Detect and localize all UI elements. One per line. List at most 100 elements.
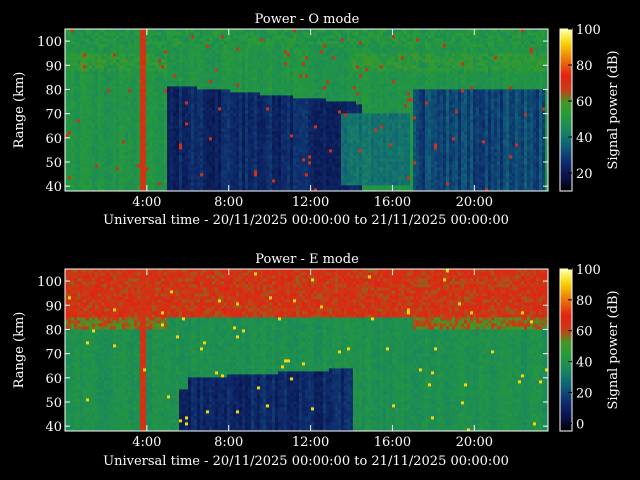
heatmap-cell	[164, 80, 168, 84]
heatmap-cell	[284, 47, 288, 51]
heatmap-cell	[107, 50, 111, 54]
heatmap-cell	[137, 50, 141, 54]
heatmap-cell	[179, 116, 183, 120]
heatmap-cell	[302, 161, 306, 165]
heatmap-cell	[275, 149, 279, 153]
heatmap-cell	[149, 86, 153, 90]
heatmap-cell	[263, 122, 267, 126]
heatmap-cell	[107, 41, 111, 45]
heatmap-cell	[110, 68, 114, 72]
heatmap-cell	[248, 104, 252, 108]
heatmap-cell	[146, 116, 150, 120]
heatmap-cell	[215, 89, 219, 93]
heatmap-cell	[185, 74, 189, 78]
heatmap-cell	[68, 170, 72, 174]
heatmap-cell	[203, 134, 207, 138]
heatmap-cell	[140, 86, 144, 90]
heatmap-cell	[314, 47, 318, 51]
heatmap-cell	[209, 62, 213, 66]
heatmap-cell	[83, 143, 87, 147]
heatmap-cell	[200, 92, 204, 96]
heatmap-cell	[155, 158, 159, 162]
heatmap-cell	[290, 98, 294, 102]
heatmap-cell	[239, 95, 243, 99]
heatmap-cell	[275, 155, 279, 159]
heatmap-cell	[332, 71, 336, 75]
heatmap-cell	[161, 65, 165, 69]
heatmap-cell	[92, 116, 96, 120]
heatmap-cell	[89, 59, 93, 63]
heatmap-cell	[182, 29, 186, 33]
heatmap-cell	[221, 185, 225, 189]
heatmap-cell	[269, 146, 273, 150]
heatmap-cell	[272, 155, 276, 159]
heatmap-cell	[239, 161, 243, 165]
heatmap-cell	[233, 95, 237, 99]
heatmap-cell	[98, 155, 102, 159]
heatmap-cell	[110, 134, 114, 138]
heatmap-cell	[200, 83, 204, 87]
heatmap-cell	[314, 98, 318, 102]
heatmap-cell	[317, 56, 321, 60]
heatmap-cell	[65, 185, 69, 189]
heatmap-cell	[335, 128, 339, 132]
heatmap-cell	[71, 77, 75, 81]
heatmap-cell	[125, 167, 129, 171]
heatmap-cell	[224, 113, 228, 117]
heatmap-cell	[215, 74, 219, 78]
heatmap-cell	[179, 149, 183, 153]
heatmap-cell	[257, 65, 261, 69]
heatmap-cell	[281, 107, 285, 111]
heatmap-cell	[116, 116, 120, 120]
heatmap-cell	[245, 116, 249, 120]
heatmap-cell	[95, 173, 99, 177]
heatmap-cell	[176, 38, 180, 42]
heatmap-cell	[71, 107, 75, 111]
heatmap-cell	[287, 38, 291, 42]
heatmap-cell	[335, 155, 339, 159]
heatmap-cell	[101, 131, 105, 135]
heatmap-cell	[212, 74, 216, 78]
heatmap-cell	[140, 158, 144, 162]
heatmap-cell	[134, 50, 138, 54]
heatmap-cell	[92, 38, 96, 42]
heatmap-cell	[215, 176, 219, 180]
heatmap-cell	[152, 149, 156, 153]
heatmap-cell	[74, 158, 78, 162]
heatmap-cell	[104, 158, 108, 162]
heatmap-cell	[335, 131, 339, 135]
heatmap-cell	[206, 104, 210, 108]
heatmap-cell	[74, 35, 78, 39]
heatmap-cell	[284, 53, 288, 57]
heatmap-cell	[83, 164, 87, 168]
heatmap-cell	[71, 98, 75, 102]
heatmap-cell	[152, 113, 156, 117]
heatmap-cell	[263, 164, 267, 168]
heatmap-cell	[197, 158, 201, 162]
heatmap-cell	[146, 131, 150, 135]
heatmap-cell	[242, 128, 246, 132]
heatmap-cell	[137, 143, 141, 147]
heatmap-cell	[98, 44, 102, 48]
heatmap-cell	[284, 29, 288, 33]
heatmap-cell	[335, 59, 339, 63]
heatmap-cell	[143, 107, 147, 111]
heatmap-cell	[128, 176, 132, 180]
heatmap-cell	[248, 32, 252, 36]
heatmap-cell	[338, 167, 342, 171]
heatmap-cell	[77, 152, 81, 156]
heatmap-cell	[206, 140, 210, 144]
heatmap-cell	[191, 164, 195, 168]
heatmap-cell	[173, 149, 177, 153]
heatmap-cell	[125, 152, 129, 156]
heatmap-cell	[293, 53, 297, 57]
heatmap-cell	[320, 38, 324, 42]
heatmap-cell	[101, 47, 105, 51]
heatmap-cell	[230, 62, 234, 66]
heatmap-cell	[281, 152, 285, 156]
heatmap-cell	[170, 149, 174, 153]
heatmap-cell	[83, 35, 87, 39]
heatmap-cell	[155, 143, 159, 147]
heatmap-cell	[77, 50, 81, 54]
heatmap-cell	[68, 137, 72, 141]
